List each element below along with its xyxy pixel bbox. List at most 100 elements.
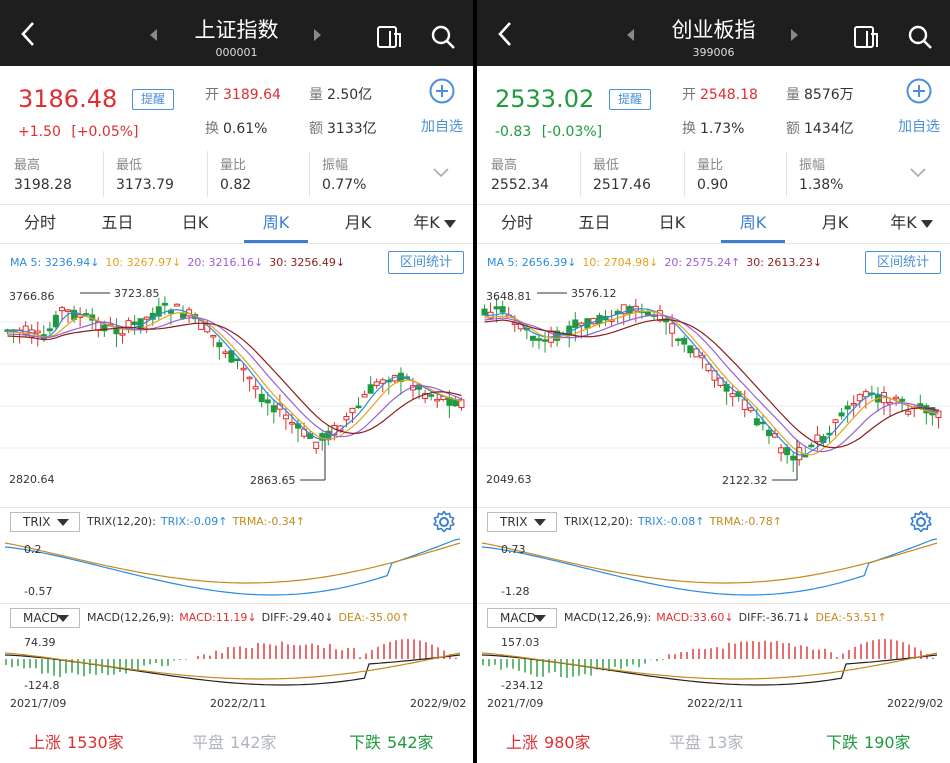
macd-top-label: 157.03	[501, 636, 540, 649]
stat-value: 2552.34	[491, 177, 549, 193]
candle-body	[210, 334, 217, 338]
candle-body	[669, 323, 676, 334]
search-icon[interactable]	[430, 24, 456, 50]
candle-body	[893, 396, 900, 400]
switch-view-icon[interactable]	[853, 25, 879, 49]
candle-body	[264, 399, 271, 404]
dea-line	[4, 652, 461, 680]
stat-value: 0.77%	[322, 177, 367, 193]
turnover-value: 0.61%	[223, 121, 268, 137]
next-index-icon[interactable]	[788, 29, 800, 41]
candle-body	[113, 326, 120, 335]
range-stats-button[interactable]: 区间统计	[865, 251, 941, 274]
ma-line-1	[484, 310, 939, 456]
tab-5[interactable]: 年K	[873, 205, 950, 243]
flat-label: 平盘	[192, 733, 225, 752]
macd-select-label: MACD	[23, 611, 59, 625]
trix-info-0: TRIX(12,20):	[87, 515, 156, 528]
tab-4[interactable]: 月K	[797, 205, 873, 243]
candle-body	[361, 393, 368, 398]
stat-value: 3173.79	[116, 177, 174, 193]
date-mid: 2022/2/11	[210, 697, 267, 710]
next-index-icon[interactable]	[311, 29, 323, 41]
volume-value: 2.50亿	[327, 87, 373, 103]
macd-select-label: MACD	[500, 611, 536, 625]
switch-view-icon[interactable]	[376, 25, 402, 49]
add-watchlist-button[interactable]: 加自选	[418, 78, 466, 136]
open-label: 开	[205, 87, 219, 103]
macd-select[interactable]: MACD	[487, 608, 557, 628]
trix-select[interactable]: TRIX	[10, 512, 80, 532]
amount-field: 额 3133亿	[309, 118, 377, 138]
remind-button[interactable]: 提醒	[132, 89, 174, 110]
candle-body	[741, 399, 748, 410]
tab-0[interactable]: 分时	[0, 205, 80, 243]
chevron-down-icon[interactable]	[432, 167, 450, 179]
chart-bottom-label: 2049.63	[486, 473, 532, 486]
macd-chart: 157.03 -234.12	[477, 631, 950, 697]
candle-body	[282, 414, 289, 420]
tab-5[interactable]: 年K	[396, 205, 473, 243]
tab-2[interactable]: 日K	[632, 205, 712, 243]
stat-label: 振幅	[799, 158, 826, 173]
back-arrow-icon[interactable]	[18, 20, 40, 48]
stat-1: 最低 3173.79	[103, 151, 203, 197]
rise-value: 980家	[544, 733, 591, 752]
candle-body	[808, 444, 815, 448]
gear-icon[interactable]	[909, 510, 933, 534]
candle-body	[313, 441, 320, 449]
tab-label: 年K	[890, 213, 917, 232]
stat-label: 量比	[220, 158, 247, 173]
turnover-label: 换	[682, 121, 696, 137]
dea-line	[481, 652, 938, 680]
tab-4[interactable]: 月K	[320, 205, 396, 243]
tab-label: 月K	[821, 213, 849, 232]
macd-select[interactable]: MACD	[10, 608, 80, 628]
tab-3[interactable]: 周K	[244, 205, 308, 243]
trix-info-0: TRIX(12,20):	[564, 515, 633, 528]
amount-label: 额	[786, 121, 800, 137]
candle-body	[46, 328, 53, 332]
ma-line-3	[484, 318, 939, 449]
candle-body	[258, 393, 265, 403]
candle-body	[535, 338, 542, 341]
gear-icon[interactable]	[432, 510, 456, 534]
candle-body	[729, 393, 736, 398]
range-stats-button[interactable]: 区间统计	[388, 251, 464, 274]
remind-button[interactable]: 提醒	[609, 89, 651, 110]
add-watchlist-label: 加自选	[421, 119, 463, 135]
candle-body	[850, 402, 857, 406]
macd-info-1: MACD:33.60↓	[656, 611, 734, 624]
macd-chart: 74.39 -124.8	[0, 631, 473, 697]
stat-value: 0.82	[220, 177, 252, 193]
trix-info: TRIX(12,20): TRIX:-0.08↑ TRMA:-0.78↑	[564, 515, 787, 528]
candle-body	[222, 351, 229, 354]
candle-body	[58, 307, 65, 312]
change-percent: [-0.03%]	[541, 124, 603, 140]
candle-body	[355, 405, 362, 409]
macd-info: MACD(12,26,9): MACD:11.19↓ DIFF:-29.40↓ DEA…	[87, 611, 415, 624]
ma-1: 10: 2704.98↓	[582, 256, 659, 269]
add-watchlist-button[interactable]: 加自选	[895, 78, 943, 136]
kline-chart[interactable]: 3723.85 2863.65 3766.86 2820.64	[0, 280, 473, 492]
candle-body	[65, 309, 72, 312]
tab-2[interactable]: 日K	[155, 205, 235, 243]
previous-index-icon[interactable]	[148, 29, 160, 41]
stat-label: 最高	[14, 158, 41, 173]
macd-bottom-label: -234.12	[501, 679, 544, 692]
back-arrow-icon[interactable]	[495, 20, 517, 48]
chevron-down-icon[interactable]	[909, 167, 927, 179]
candle-body	[935, 410, 942, 419]
candle-body	[173, 303, 180, 307]
tab-0[interactable]: 分时	[477, 205, 557, 243]
trix-select[interactable]: TRIX	[487, 512, 557, 532]
open-value: 2548.18	[700, 87, 758, 103]
tab-1[interactable]: 五日	[80, 205, 155, 243]
tab-1[interactable]: 五日	[557, 205, 632, 243]
previous-index-icon[interactable]	[625, 29, 637, 41]
candle-body	[572, 319, 579, 328]
trix-svg	[4, 538, 461, 596]
tab-3[interactable]: 周K	[721, 205, 785, 243]
kline-chart[interactable]: 3576.12 2122.32 3648.81 2049.63	[477, 280, 950, 492]
search-icon[interactable]	[907, 24, 933, 50]
